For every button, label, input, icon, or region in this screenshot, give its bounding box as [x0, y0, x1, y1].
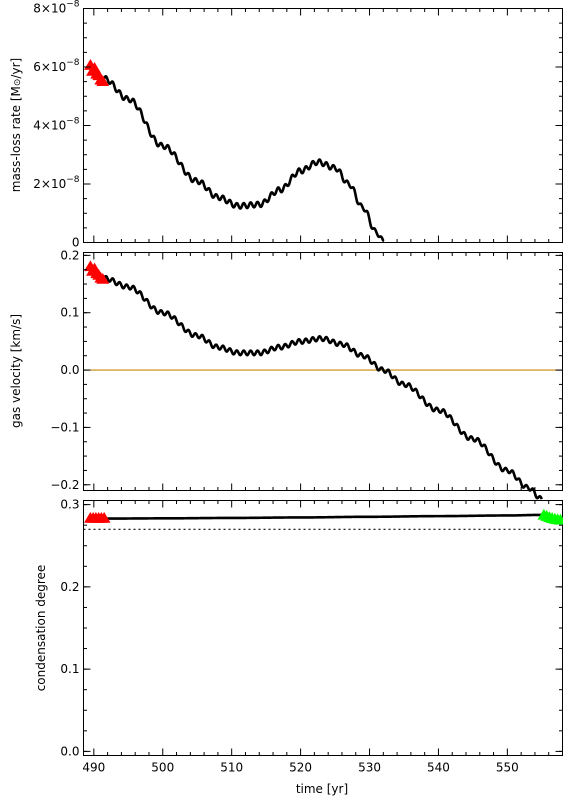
gas-velocity-panel-y-tick-label: 0.1 [60, 306, 79, 320]
mass-loss-panel-y-tick-label: 2×10−8 [33, 175, 80, 191]
x-tick-label: 510 [220, 761, 243, 775]
condensation-panel-y-tick-label: 0.1 [60, 662, 79, 676]
reference-lines [83, 369, 563, 530]
condensation-panel-end-markers-triangle [554, 513, 563, 525]
y-axis-label-condensation: condensation degree [34, 565, 48, 692]
condensation-panel-y-tick-label: 0.3 [60, 498, 79, 512]
mass-loss-panel-y-tick-label: 8×10−8 [33, 0, 80, 16]
mass-loss-panel-y-tick-label: 4×10−8 [33, 117, 80, 133]
x-tick-label: 540 [427, 761, 450, 775]
condensation-panel-y-tick-label: 0.2 [60, 580, 79, 594]
y-axis-label-gas-velocity: gas velocity [km/s] [9, 314, 23, 428]
panel-frame-mass-loss [83, 8, 563, 243]
gas-velocity-panel-start-markers-triangle [96, 272, 110, 284]
mass-loss-panel-start-markers-triangle [96, 75, 110, 86]
mass-loss-panel-y-tick-label: 6×10−8 [33, 58, 80, 74]
tick-labels: 0 2×10−8 4×10−8 6×10−8 8×10−8 −0.2 −0.1 0.0 0.1 0… [33, 0, 519, 775]
condensation-panel-start-markers-triangle [97, 511, 111, 523]
gas-velocity-panel-y-tick-label: −0.1 [50, 420, 79, 434]
y-axis-label-mass-loss: mass-loss rate [M⊙/yr] [9, 58, 23, 192]
gas-velocity-panel-y-tick-label: 0.0 [60, 363, 79, 377]
mass-loss-panel-y-tick-label: 0 [72, 236, 80, 250]
panel-frame-condensation [83, 500, 563, 756]
gas-velocity-panel-y-tick-label: 0.2 [60, 248, 79, 262]
gas-velocity-panel-y-tick-label: −0.2 [50, 478, 79, 492]
markers [84, 59, 563, 525]
curves [102, 75, 543, 520]
x-tick-label: 550 [496, 761, 519, 775]
x-tick-label: 530 [358, 761, 381, 775]
x-tick-label: 490 [82, 761, 105, 775]
gas-velocity-panel-curve [103, 274, 543, 500]
mass-loss-panel-curve [102, 75, 385, 242]
condensation-panel-y-tick-label: 0.0 [60, 744, 79, 758]
ticks [83, 8, 563, 756]
x-tick-label: 520 [289, 761, 312, 775]
x-tick-label: 500 [151, 761, 174, 775]
condensation-panel-curve [103, 513, 543, 520]
x-axis-label: time [yr] [296, 782, 348, 796]
